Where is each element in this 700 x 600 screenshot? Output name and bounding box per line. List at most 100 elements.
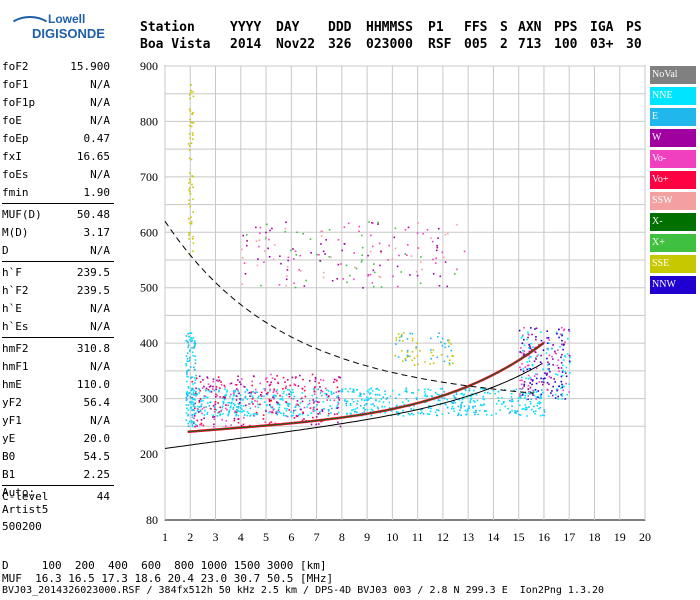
echo-point — [474, 401, 476, 403]
x-tick-label: 8 — [339, 530, 345, 544]
x-tick-label: 4 — [238, 530, 244, 544]
echo-point — [402, 415, 405, 417]
echo-point — [371, 245, 374, 248]
echo-point — [257, 406, 260, 409]
echo-point — [437, 237, 439, 239]
echo-point — [400, 334, 403, 337]
echo-point — [532, 410, 535, 413]
echo-point — [523, 383, 526, 386]
echo-point — [435, 257, 437, 260]
echo-point — [337, 397, 340, 399]
echo-point — [235, 395, 238, 398]
echo-point — [252, 375, 255, 377]
echo-point — [520, 394, 523, 397]
echo-point — [213, 416, 216, 418]
echo-point — [282, 414, 285, 417]
echo-point — [535, 382, 538, 385]
header-label: S — [500, 20, 508, 35]
echo-point — [320, 230, 322, 233]
echo-point — [229, 382, 232, 385]
echo-point — [287, 259, 289, 262]
echo-point — [413, 357, 416, 360]
echo-point — [189, 377, 192, 379]
echo-point — [212, 380, 215, 383]
echo-point — [295, 415, 298, 417]
echo-point — [262, 418, 265, 420]
echo-point — [535, 377, 538, 380]
echo-point — [231, 401, 233, 404]
echo-point — [203, 406, 205, 409]
echo-point — [521, 394, 524, 396]
parameter-name: C-level — [2, 490, 49, 503]
echo-point — [191, 408, 194, 411]
echo-point — [314, 378, 317, 381]
parameter-value: N/A — [90, 360, 110, 373]
echo-point — [298, 269, 300, 271]
echo-point — [193, 403, 195, 406]
echo-point — [194, 342, 196, 344]
echo-point — [196, 393, 198, 395]
echo-point — [427, 388, 430, 391]
echo-point — [397, 411, 399, 414]
echo-point — [398, 413, 401, 415]
echo-point — [462, 397, 465, 400]
echo-point — [333, 378, 336, 381]
echo-point — [510, 393, 513, 395]
echo-point — [568, 360, 571, 363]
echo-point — [298, 405, 301, 408]
echo-point — [194, 355, 196, 358]
echo-point — [359, 395, 362, 397]
echo-point — [235, 413, 238, 416]
echo-point — [521, 342, 524, 345]
echo-point — [446, 355, 449, 358]
echo-point — [269, 383, 272, 386]
echo-point — [201, 387, 204, 389]
echo-point — [333, 381, 335, 384]
echo-point — [192, 250, 194, 253]
echo-point — [263, 261, 265, 263]
echo-point — [188, 149, 191, 151]
echo-point — [557, 395, 559, 398]
echo-point — [227, 413, 230, 416]
echo-point — [336, 396, 338, 398]
echo-point — [187, 341, 189, 344]
echo-point — [194, 425, 196, 428]
echo-point — [255, 411, 258, 414]
echo-point — [281, 398, 283, 400]
echo-point — [241, 283, 244, 286]
echo-point — [556, 388, 558, 390]
echo-point — [313, 400, 315, 403]
echo-point — [277, 381, 279, 384]
echo-point — [223, 394, 226, 397]
echo-point — [303, 389, 306, 392]
echo-point — [533, 405, 535, 408]
echo-point — [440, 341, 442, 343]
echo-point — [224, 407, 227, 410]
echo-point — [280, 262, 282, 265]
echo-point — [315, 400, 317, 402]
echo-point — [237, 375, 239, 378]
echo-point — [453, 396, 456, 398]
echo-point — [187, 217, 190, 220]
echo-point — [264, 388, 267, 390]
header-value: 005 — [464, 37, 488, 52]
echo-point — [409, 355, 411, 358]
echo-point — [337, 401, 339, 404]
echo-point — [349, 404, 352, 407]
echo-point — [540, 339, 543, 342]
echo-point — [345, 402, 347, 405]
echo-point — [562, 389, 565, 392]
echo-point — [356, 400, 359, 402]
echo-point — [217, 376, 220, 378]
echo-point — [495, 412, 497, 415]
echo-point — [400, 271, 403, 273]
echo-point — [535, 336, 537, 338]
echo-point — [198, 392, 201, 394]
echo-point — [200, 422, 203, 425]
echo-point — [422, 413, 425, 415]
echo-point — [526, 361, 529, 363]
echo-point — [550, 392, 552, 394]
echo-point — [452, 355, 455, 357]
echo-point — [479, 404, 482, 406]
echo-point — [312, 402, 315, 404]
